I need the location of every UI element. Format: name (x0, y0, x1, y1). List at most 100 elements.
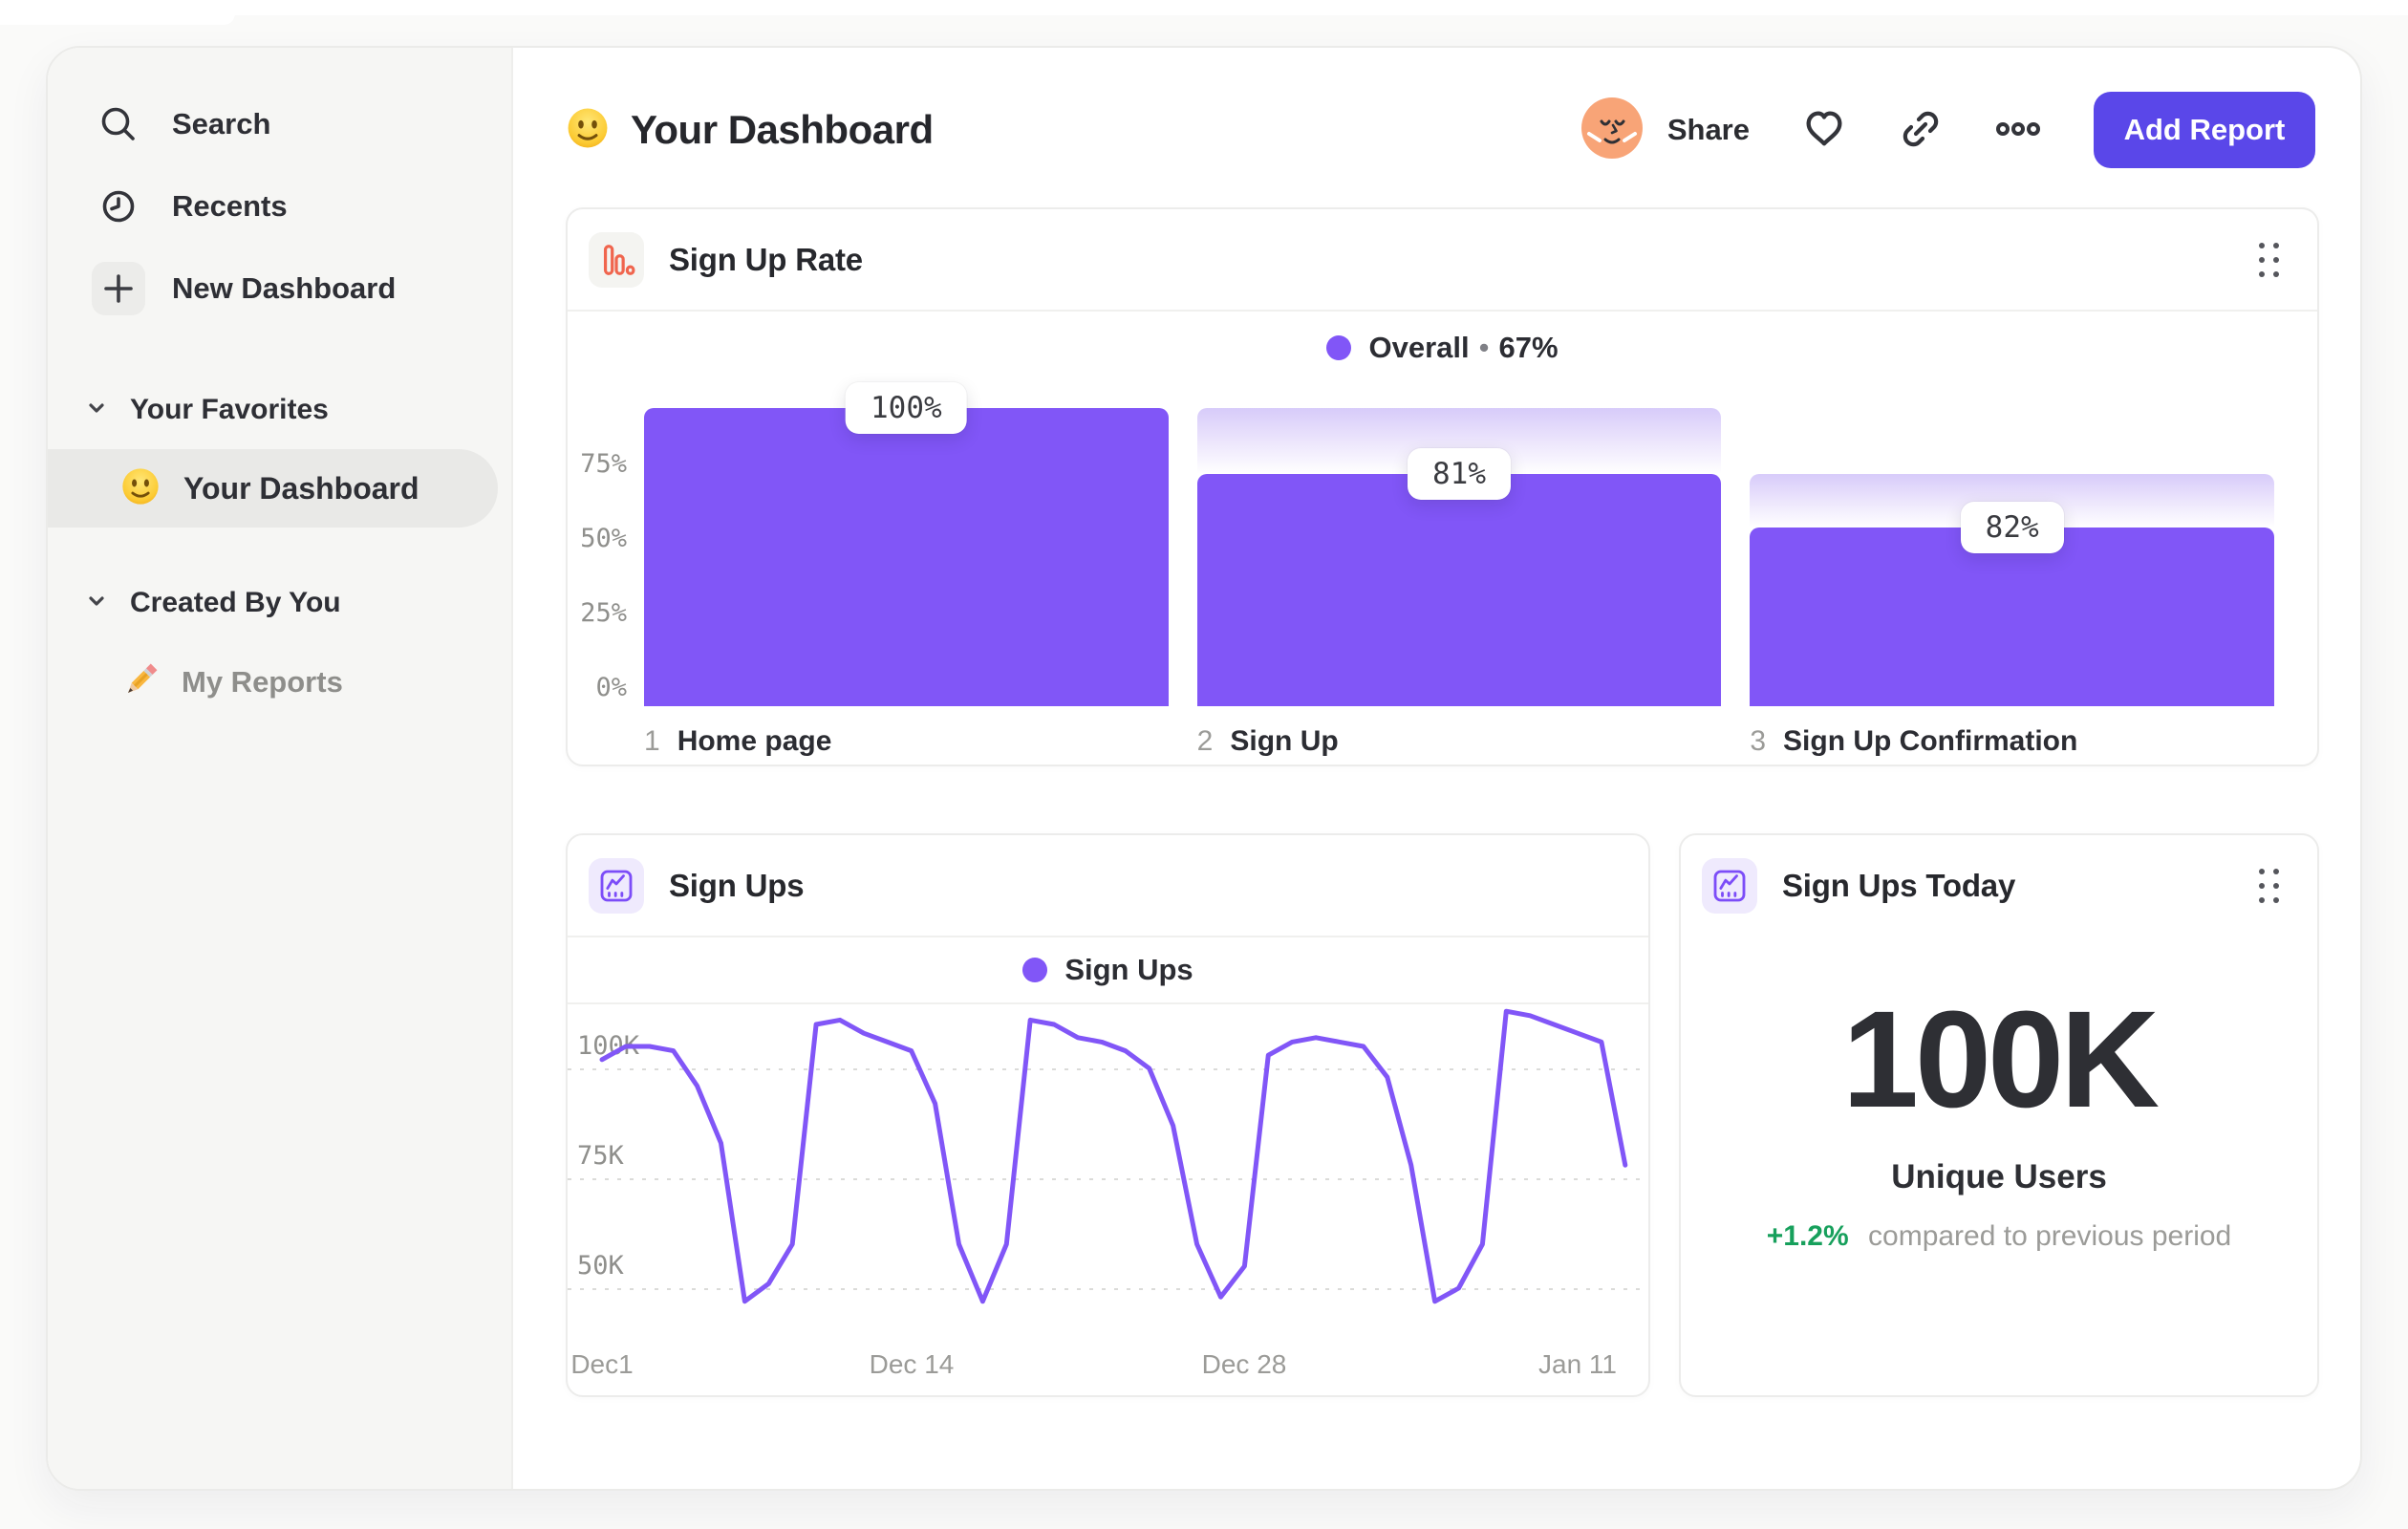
bar-value-tooltip: 100% (846, 382, 967, 434)
chevron-down-icon (86, 591, 107, 616)
y-tick: 50K (577, 1251, 624, 1281)
ellipsis-icon (1994, 120, 2042, 140)
step-name: Home page (677, 725, 832, 757)
sign-ups-card: Sign Ups Sign Ups 100K 75K 50K Dec1 Dec … (566, 833, 1650, 1397)
funnel-bar-home-page[interactable]: 100% (644, 382, 1169, 706)
line-chart-icon (1702, 857, 1757, 914)
main-content: Your Dashboard (513, 48, 2360, 1489)
legend-overall-value: 67% (1498, 331, 1559, 364)
x-tick: Jan 11 (1538, 1349, 1617, 1379)
page-title-group: Your Dashboard (566, 106, 934, 155)
step-name: Sign Up Confirmation (1783, 725, 2078, 757)
y-tick: 75K (577, 1141, 624, 1171)
favorite-heart-button[interactable] (1801, 106, 1847, 155)
funnel-legend: Overall • 67% (568, 312, 2317, 384)
sidebar-item-search[interactable]: Search (48, 83, 511, 165)
sidebar-item-label: Your Dashboard (183, 470, 419, 506)
gridline-50k (568, 1288, 1648, 1290)
funnel-y-axis: 75% 50% 25% 0% (568, 391, 644, 706)
drag-handle-icon[interactable] (2259, 868, 2279, 903)
bar-fill (644, 408, 1169, 706)
funnel-step-label: 3 Sign Up Confirmation (1750, 725, 2274, 758)
legend-series-name: Overall (1368, 331, 1470, 364)
bar-value-tooltip: 81% (1408, 447, 1511, 500)
smiley-emoji-icon (120, 466, 161, 511)
sidebar-nav: Search Recents New Dashboard (48, 83, 511, 330)
header-actions: Share (1580, 92, 2315, 168)
card-title: Sign Ups (669, 867, 805, 903)
x-tick: Dec 28 (1201, 1349, 1287, 1379)
line-legend: Sign Ups (568, 937, 1648, 1004)
chevron-down-icon (86, 398, 107, 423)
funnel-step-labels: 1 Home page 2 Sign Up 3 Sign Up Confirma… (568, 725, 2274, 758)
sidebar-item-recents[interactable]: Recents (48, 165, 511, 248)
delta-badge: +1.2% (1766, 1220, 1849, 1252)
metric-delta-row: +1.2% compared to previous period (1681, 1220, 2317, 1253)
metric-label: Unique Users (1891, 1158, 2107, 1195)
link-icon (1899, 107, 1943, 154)
signup-rate-card-header: Sign Up Rate (568, 209, 2317, 312)
clock-icon (92, 180, 145, 233)
sign-ups-today-card-header: Sign Ups Today (1681, 835, 2317, 936)
drag-handle-icon[interactable] (2259, 242, 2279, 277)
step-number: 2 (1196, 725, 1214, 757)
funnel-step-label: 1 Home page (644, 725, 1169, 758)
heart-icon (1801, 106, 1847, 155)
funnel-chart-icon (589, 231, 644, 288)
sign-ups-line-chart[interactable]: 100K 75K 50K (568, 1001, 1648, 1337)
page-top-strip (0, 0, 2408, 15)
legend-dot-icon (1326, 335, 1352, 360)
x-tick: Dec 14 (869, 1349, 955, 1379)
x-tick: Dec1 (570, 1349, 634, 1379)
funnel-chart: 75% 50% 25% 0% 100% 81% (568, 382, 2275, 706)
copy-link-button[interactable] (1899, 107, 1943, 154)
app-window: Search Recents New Dashboard (46, 46, 2362, 1491)
y-tick: 25% (580, 598, 627, 628)
line-series (599, 1008, 1628, 1304)
page-top-notch (0, 0, 235, 25)
sidebar-item-label: Search (172, 107, 271, 140)
line-chart-icon (589, 857, 644, 914)
page-header: Your Dashboard (566, 84, 2315, 176)
sidebar-item-new-dashboard[interactable]: New Dashboard (48, 248, 511, 330)
sidebar-item-label: My Reports (182, 665, 343, 699)
sidebar-item-my-reports[interactable]: My Reports (120, 656, 343, 709)
sidebar-item-label: New Dashboard (172, 271, 397, 305)
sidebar-item-label: Recents (172, 189, 288, 223)
page-title: Your Dashboard (631, 107, 934, 152)
sidebar-item-your-dashboard[interactable]: Your Dashboard (48, 449, 498, 528)
section-label: Created By You (130, 587, 341, 618)
funnel-step-label: 2 Sign Up (1197, 725, 1722, 758)
y-tick: 0% (595, 673, 627, 702)
plus-icon (92, 262, 145, 315)
step-name: Sign Up (1230, 725, 1339, 757)
card-title: Sign Ups Today (1782, 867, 2016, 903)
sidebar-section-created-by-you[interactable]: Created By You (86, 587, 341, 619)
pencil-emoji-icon (120, 660, 161, 705)
sidebar-section-your-favorites[interactable]: Your Favorites (86, 394, 329, 426)
section-label: Your Favorites (130, 394, 329, 425)
smiley-emoji-icon (566, 106, 610, 155)
funnel-bar-sign-up[interactable]: 81% (1196, 391, 1722, 706)
avatar (1580, 97, 1643, 163)
sign-ups-card-header: Sign Ups (568, 835, 1648, 937)
delta-note: compared to previous period (1868, 1220, 2232, 1252)
search-icon (92, 97, 145, 151)
legend-dot-icon (1022, 958, 1048, 982)
bar-value-tooltip: 82% (1960, 501, 2064, 553)
signup-rate-card: Sign Up Rate Overall • 67% 75% 50% 25% 0% (566, 207, 2319, 766)
step-number: 3 (1750, 725, 1767, 757)
add-report-button[interactable]: Add Report (2094, 92, 2315, 168)
gridline-75k (568, 1178, 1648, 1180)
step-number: 1 (644, 725, 660, 757)
card-title: Sign Up Rate (669, 241, 863, 277)
share-label: Share (1666, 113, 1750, 146)
funnel-bar-sign-up-confirmation[interactable]: 82% (1750, 391, 2275, 706)
legend-separator: • (1478, 331, 1490, 364)
y-tick: 75% (580, 449, 627, 479)
more-options-button[interactable] (1994, 120, 2042, 140)
funnel-bars: 100% 81% 82% (644, 382, 2275, 706)
sidebar: Search Recents New Dashboard (48, 48, 513, 1489)
gridline-100k (568, 1068, 1648, 1070)
share-button[interactable]: Share (1580, 97, 1750, 163)
